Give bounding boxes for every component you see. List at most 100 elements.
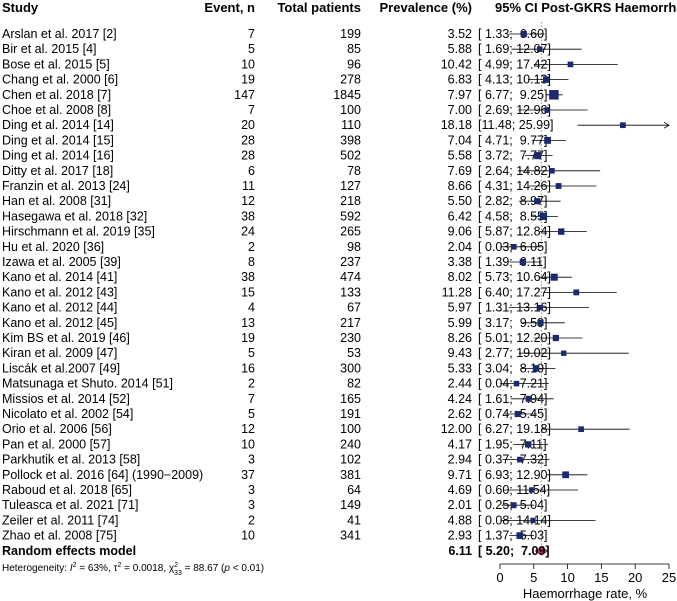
study-total: 218 [340, 194, 361, 208]
study-total: 100 [340, 422, 361, 436]
study-name: Raboud et al. 2018 [65] [2, 483, 132, 497]
study-prevalence: 7.97 [448, 88, 472, 102]
study-total: 100 [340, 103, 361, 117]
study-events: 12 [241, 194, 255, 208]
study-total: 149 [340, 498, 361, 512]
het-tau-value: = 0.0018, [121, 563, 169, 574]
study-prevalence: 8.02 [448, 270, 472, 284]
study-events: 38 [241, 270, 255, 284]
study-prevalence: 11.28 [442, 285, 472, 299]
effect-square [517, 456, 523, 463]
header-total: Total patients [277, 0, 361, 15]
study-prevalence: 5.50 [448, 194, 472, 208]
study-total: 230 [340, 331, 361, 345]
study-name: Nicolato et al. 2002 [54] [2, 407, 133, 421]
study-total: 102 [340, 453, 361, 467]
effect-square [520, 30, 527, 38]
study-prevalence: 5.33 [448, 361, 472, 375]
study-ci: [ 6.93; 12.90] [478, 468, 551, 482]
study-row: Chen et al. 2018 [7] 147 1845 7.97 [ 6.77; 9… [2, 88, 548, 102]
study-ci: [ 2.64; 14.82] [478, 164, 551, 178]
study-events: 15 [241, 285, 255, 299]
study-row: Tuleasca et al. 2021 [71] 3 149 2.01[ 0.25;… [2, 498, 548, 512]
study-name: Hu et al. 2020 [36] [2, 240, 104, 254]
study-ci: [ 3.04; 8.19] [478, 361, 548, 375]
study-name: Kiran et al. 2009 [47] [2, 346, 117, 360]
study-total: 341 [340, 529, 361, 543]
study-total: 592 [340, 209, 361, 223]
study-row: Kiran et al. 2009 [47] 5 53 9.43 [ 2.77; 19.… [2, 346, 551, 360]
study-events: 24 [241, 225, 255, 239]
study-total: 78 [347, 164, 361, 178]
study-row: Bose et al. 2015 [5] 10 96 10.42 [ 4.99; 17.… [2, 57, 551, 71]
study-name: Matsunaga et Shuto. 2014 [51] [2, 377, 173, 391]
study-ci: [ 6.40; 17.27] [478, 285, 551, 299]
het-i2-symbol: I [70, 563, 73, 574]
study-events: 11 [242, 179, 255, 193]
summary-ci: [ 5.20; 7.09] [478, 544, 550, 558]
x-tick-label: 10 [560, 570, 574, 585]
summary-prevalence: 6.11 [448, 544, 472, 558]
study-prevalence: 5.97 [448, 301, 472, 315]
study-row: Ding et al. 2014 [16] 28 502 5.58 [ 3.72; 7.… [2, 149, 548, 163]
effect-square [510, 243, 517, 250]
header-events: Event, n [204, 0, 255, 15]
study-events: 147 [234, 88, 255, 102]
study-ci: [ 5.01; 12.20] [478, 331, 551, 345]
study-ci: [ 4.13; 10.13] [478, 73, 551, 87]
effect-square [534, 152, 542, 160]
study-total: 240 [340, 437, 361, 451]
study-total: 1845 [333, 88, 361, 102]
het-i2-value: = 63%, [77, 563, 114, 574]
study-name: Kano et al. 2014 [41] [2, 270, 117, 284]
study-prevalence: 4.88 [448, 513, 472, 527]
effect-square [534, 198, 541, 205]
study-prevalence: 9.43 [448, 346, 472, 360]
effect-square [567, 61, 574, 68]
study-events: 5 [248, 407, 255, 421]
summary-label: Random effects model [2, 544, 136, 558]
study-name: Liscák et al.2007 [49] [2, 361, 120, 375]
effect-square [525, 441, 532, 448]
study-row: Choe et al. 2008 [8] 7 100 7.00 [ 2.69; 12.9… [2, 103, 551, 117]
study-row: Izawa et al. 2005 [39] 8 237 3.38[ 1.39; 6.… [2, 255, 547, 269]
x-tick-label: 15 [594, 570, 608, 585]
study-events: 5 [248, 346, 255, 360]
effect-square [620, 122, 626, 129]
study-prevalence: 3.38 [448, 255, 472, 269]
effect-square [532, 365, 540, 372]
effect-square [537, 304, 544, 311]
header-prevalence: Prevalence (%) [380, 0, 473, 15]
study-events: 12 [241, 422, 255, 436]
effect-square [552, 334, 559, 342]
study-row: Chang et al. 2000 [6] 19 278 6.83 [ 4.13; 10… [2, 73, 551, 87]
study-row: Parkhutik et al. 2013 [58] 3 102 2.94[ 0.37… [2, 453, 548, 467]
study-rows: Arslan et al. 2017 [2] 7 199 3.52[ 1.33; 6.… [2, 27, 554, 543]
study-row: Kano et al. 2012 [43] 15 133 11.28 [ 6.40; 1… [2, 285, 551, 299]
study-row: Ding et al. 2014 [15] 28 398 7.04 [ 4.71; 9.… [2, 133, 548, 147]
study-row: Kano et al. 2012 [45] 13 217 5.99 [ 3.17; 9.… [2, 316, 548, 330]
study-name: Kim BS et al. 2019 [46] [2, 331, 130, 345]
het-chi-value: = 88.67 ( [182, 563, 225, 574]
study-total: 398 [340, 133, 361, 147]
study-prevalence: 4.69 [448, 483, 472, 497]
study-total: 502 [340, 149, 361, 163]
study-prevalence: 2.94 [448, 453, 472, 467]
het-p-value: < 0.01) [230, 563, 264, 574]
study-events: 5 [248, 42, 255, 56]
study-events: 37 [241, 468, 255, 482]
study-total: 237 [340, 255, 361, 269]
study-total: 199 [340, 27, 361, 41]
summary-row: Random effects model 6.11 [ 5.20; 7.09] [2, 544, 550, 558]
study-events: 16 [241, 361, 255, 375]
study-name: Arslan et al. 2017 [2] [2, 27, 117, 41]
study-name: Kano et al. 2012 [43] [2, 285, 117, 299]
study-row: Hirschmann et al. 2019 [35] 24 265 9.06 [ 5.… [2, 225, 551, 239]
study-row: Pan et al. 2000 [57] 10 240 4.17 [ 1.95; 7.1… [2, 437, 547, 451]
study-total: 110 [341, 118, 361, 132]
study-prevalence: 10.42 [441, 57, 472, 71]
study-ci: [ 2.69; 12.96] [478, 103, 551, 117]
study-total: 278 [340, 73, 361, 87]
study-events: 3 [248, 453, 255, 467]
study-name: Pollock et al. 2016 [64] (1990−2009) [2, 468, 203, 482]
